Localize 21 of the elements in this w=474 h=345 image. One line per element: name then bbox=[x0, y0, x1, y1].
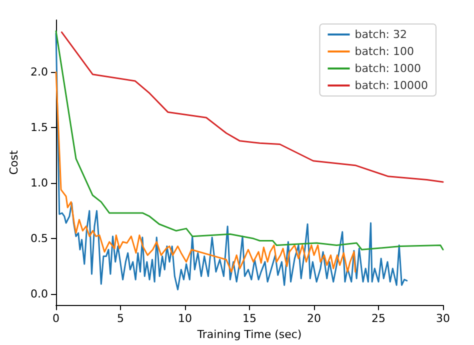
x-tick-label: 30 bbox=[436, 312, 450, 326]
legend-label: batch: 32 bbox=[354, 28, 408, 41]
y-axis-title: Cost bbox=[8, 150, 21, 175]
y-tick-label: 0.0 bbox=[30, 288, 48, 301]
legend-label: batch: 1000 bbox=[354, 62, 422, 75]
x-tick-label: 25 bbox=[372, 312, 386, 326]
x-tick-label: 15 bbox=[242, 312, 256, 326]
x-tick-label: 0 bbox=[52, 312, 60, 326]
y-tick-label: 1.5 bbox=[30, 121, 48, 134]
line-series bbox=[60, 31, 444, 183]
legend-label: batch: 10000 bbox=[354, 79, 428, 92]
x-tick-label: 10 bbox=[178, 312, 192, 326]
line-series bbox=[55, 30, 444, 250]
x-axis-title: Training Time (sec) bbox=[196, 328, 302, 341]
x-tick-label: 5 bbox=[117, 312, 124, 326]
line-series bbox=[55, 71, 356, 273]
y-tick-label: 0.5 bbox=[30, 232, 48, 246]
y-tick-label: 1.0 bbox=[30, 176, 48, 190]
legend-label: batch: 100 bbox=[354, 45, 414, 58]
x-tick-label: 20 bbox=[307, 312, 321, 326]
y-tick-label: 2.0 bbox=[30, 66, 48, 79]
